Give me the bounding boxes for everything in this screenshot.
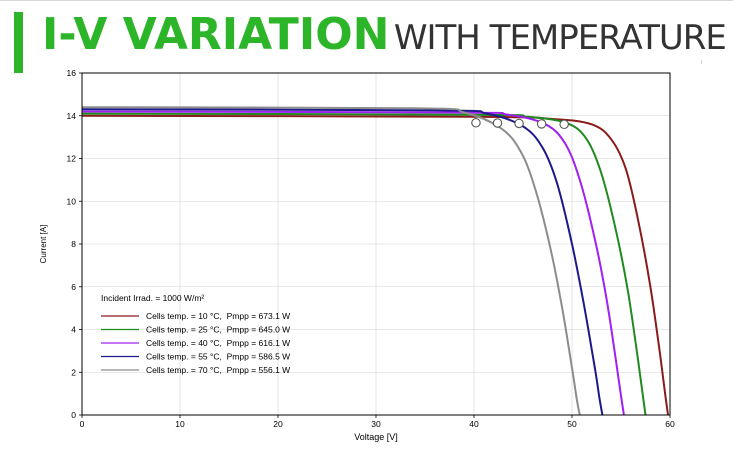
x-axis-label: Voltage [V] bbox=[354, 432, 398, 442]
x-tick-label: 0 bbox=[80, 419, 85, 429]
y-tick-label: 0 bbox=[71, 410, 76, 420]
y-axis-label: Current [A] bbox=[39, 225, 48, 264]
mpp-point-4 bbox=[492, 118, 503, 128]
y-tick-label: 4 bbox=[71, 325, 76, 335]
mpp-markers bbox=[471, 118, 569, 130]
legend: Incident Irrad. = 1000 W/m² Cells temp. … bbox=[101, 293, 290, 375]
grid bbox=[81, 72, 671, 416]
y-tick-label: 10 bbox=[67, 196, 77, 206]
series-line-4 bbox=[81, 108, 604, 416]
series-line-5 bbox=[81, 106, 581, 416]
mpp-point-2 bbox=[536, 119, 547, 129]
x-tick-label: 10 bbox=[175, 419, 185, 429]
legend-label-2: Cells temp. = 25 °C, Pmpp = 645.0 W bbox=[146, 325, 290, 335]
x-tick-label: 40 bbox=[469, 419, 479, 429]
x-tick-label: 30 bbox=[371, 419, 381, 429]
top-rule bbox=[0, 0, 733, 1]
y-tick-label: 14 bbox=[67, 111, 77, 121]
iv-chart: 0 10 20 30 40 50 60 0 2 4 6 8 10 12 14 16 Voltage [V] C… bbox=[30, 64, 702, 459]
legend-label-5: Cells temp. = 70 °C, Pmpp = 556.1 W bbox=[146, 365, 290, 375]
tick-labels: 0 10 20 30 40 50 60 0 2 4 6 8 10 12 14 16 bbox=[67, 68, 675, 429]
legend-label-3: Cells temp. = 40 °C, Pmpp = 616.1 W bbox=[146, 338, 290, 348]
y-tick-label: 6 bbox=[71, 282, 76, 292]
x-tick-label: 60 bbox=[665, 419, 675, 429]
series-group bbox=[81, 106, 669, 416]
y-tick-label: 12 bbox=[67, 154, 77, 164]
x-tick-label: 20 bbox=[273, 419, 283, 429]
legend-label-4: Cells temp. = 55 °C, Pmpp = 586.5 W bbox=[146, 352, 290, 362]
mpp-point-5 bbox=[471, 118, 481, 128]
title-accent-bar bbox=[14, 12, 23, 73]
mpp-point-1 bbox=[559, 119, 569, 130]
mpp-point-3 bbox=[514, 118, 524, 129]
legend-label-1: Cells temp. = 10 °C, Pmpp = 673.1 W bbox=[146, 311, 290, 321]
series-line-1 bbox=[81, 114, 669, 416]
legend-header: Incident Irrad. = 1000 W/m² bbox=[101, 293, 204, 303]
chart-container: 0 10 20 30 40 50 60 0 2 4 6 8 10 12 14 16 Voltage [V] C… bbox=[30, 64, 702, 459]
plot-background bbox=[30, 64, 702, 459]
title-bold: I-V VARIATION bbox=[42, 9, 390, 60]
x-tick-label: 50 bbox=[567, 419, 577, 429]
y-tick-label: 16 bbox=[67, 68, 77, 78]
y-tick-label: 2 bbox=[71, 367, 76, 377]
title-rest: WITH TEMPERATURE bbox=[393, 18, 727, 58]
series-line-2 bbox=[81, 112, 647, 416]
page-title: I-V VARIATION WITH TEMPERATURE bbox=[42, 5, 733, 65]
y-tick-label: 8 bbox=[71, 239, 76, 249]
series-line-3 bbox=[81, 110, 625, 416]
